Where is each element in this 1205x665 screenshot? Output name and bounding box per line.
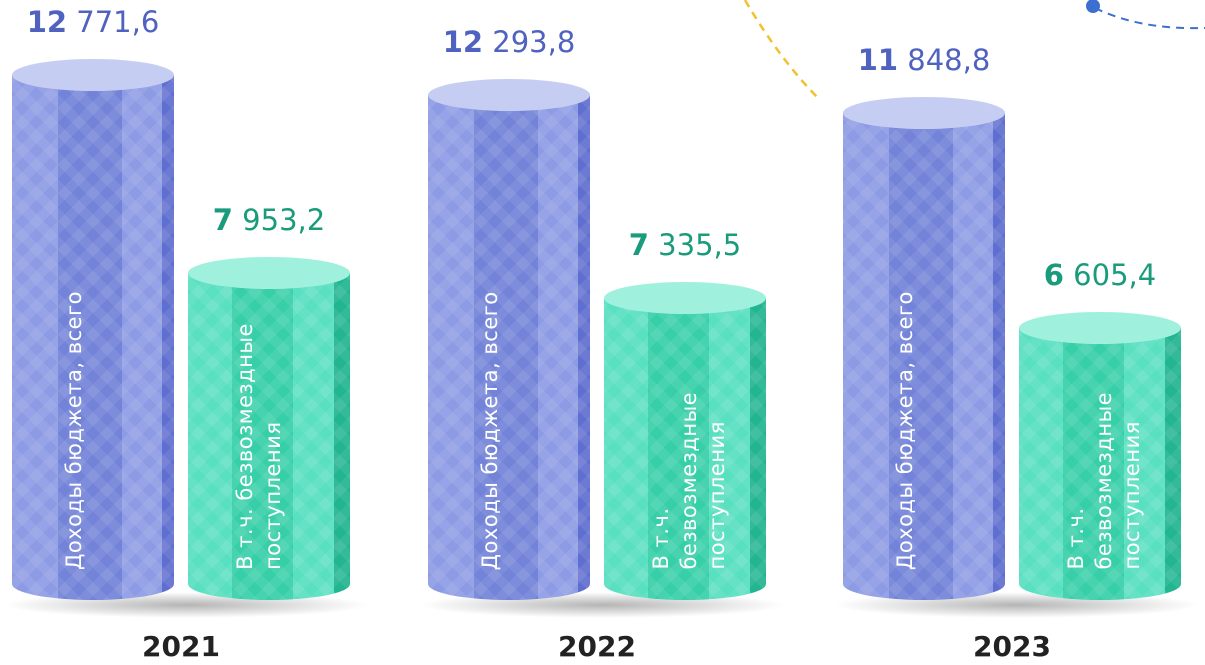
x-tick-label: 2022 <box>558 630 636 663</box>
bar-top <box>12 59 174 91</box>
value-label: 6 605,4 <box>1043 258 1157 293</box>
x-tick-label: 2021 <box>142 630 220 663</box>
series-name: Доходы бюджета, всего <box>62 291 86 570</box>
bar <box>1019 328 1181 600</box>
bar-top <box>604 282 766 315</box>
x-tick-label: 2023 <box>973 630 1051 663</box>
dashed-curve <box>743 0 821 101</box>
series-name: В т.ч. безвозмездные поступления <box>233 323 285 570</box>
value-label: 7 335,5 <box>628 228 742 263</box>
bar-top <box>843 96 1005 129</box>
series-name: В т.ч. безвозмездные поступления <box>1064 392 1144 570</box>
value-label: 12 771,6 <box>26 5 160 39</box>
bar <box>428 94 590 600</box>
bar <box>188 273 350 600</box>
value-label: 7 953,2 <box>212 203 326 238</box>
bar <box>604 298 766 600</box>
bar-top <box>188 257 350 290</box>
bar <box>843 112 1005 600</box>
series-name: Доходы бюджета, всего <box>478 291 502 570</box>
dot <box>1086 0 1100 13</box>
bar <box>12 75 174 600</box>
series-name: В т.ч. безвозмездные поступления <box>649 392 729 570</box>
value-label: 12 293,8 <box>442 24 576 59</box>
value-label: 11 848,8 <box>857 42 991 77</box>
bar-top <box>1019 312 1181 345</box>
series-name: Доходы бюджета, всего <box>893 291 917 570</box>
bar-top <box>428 78 590 111</box>
dashed-curve <box>1094 7 1205 30</box>
